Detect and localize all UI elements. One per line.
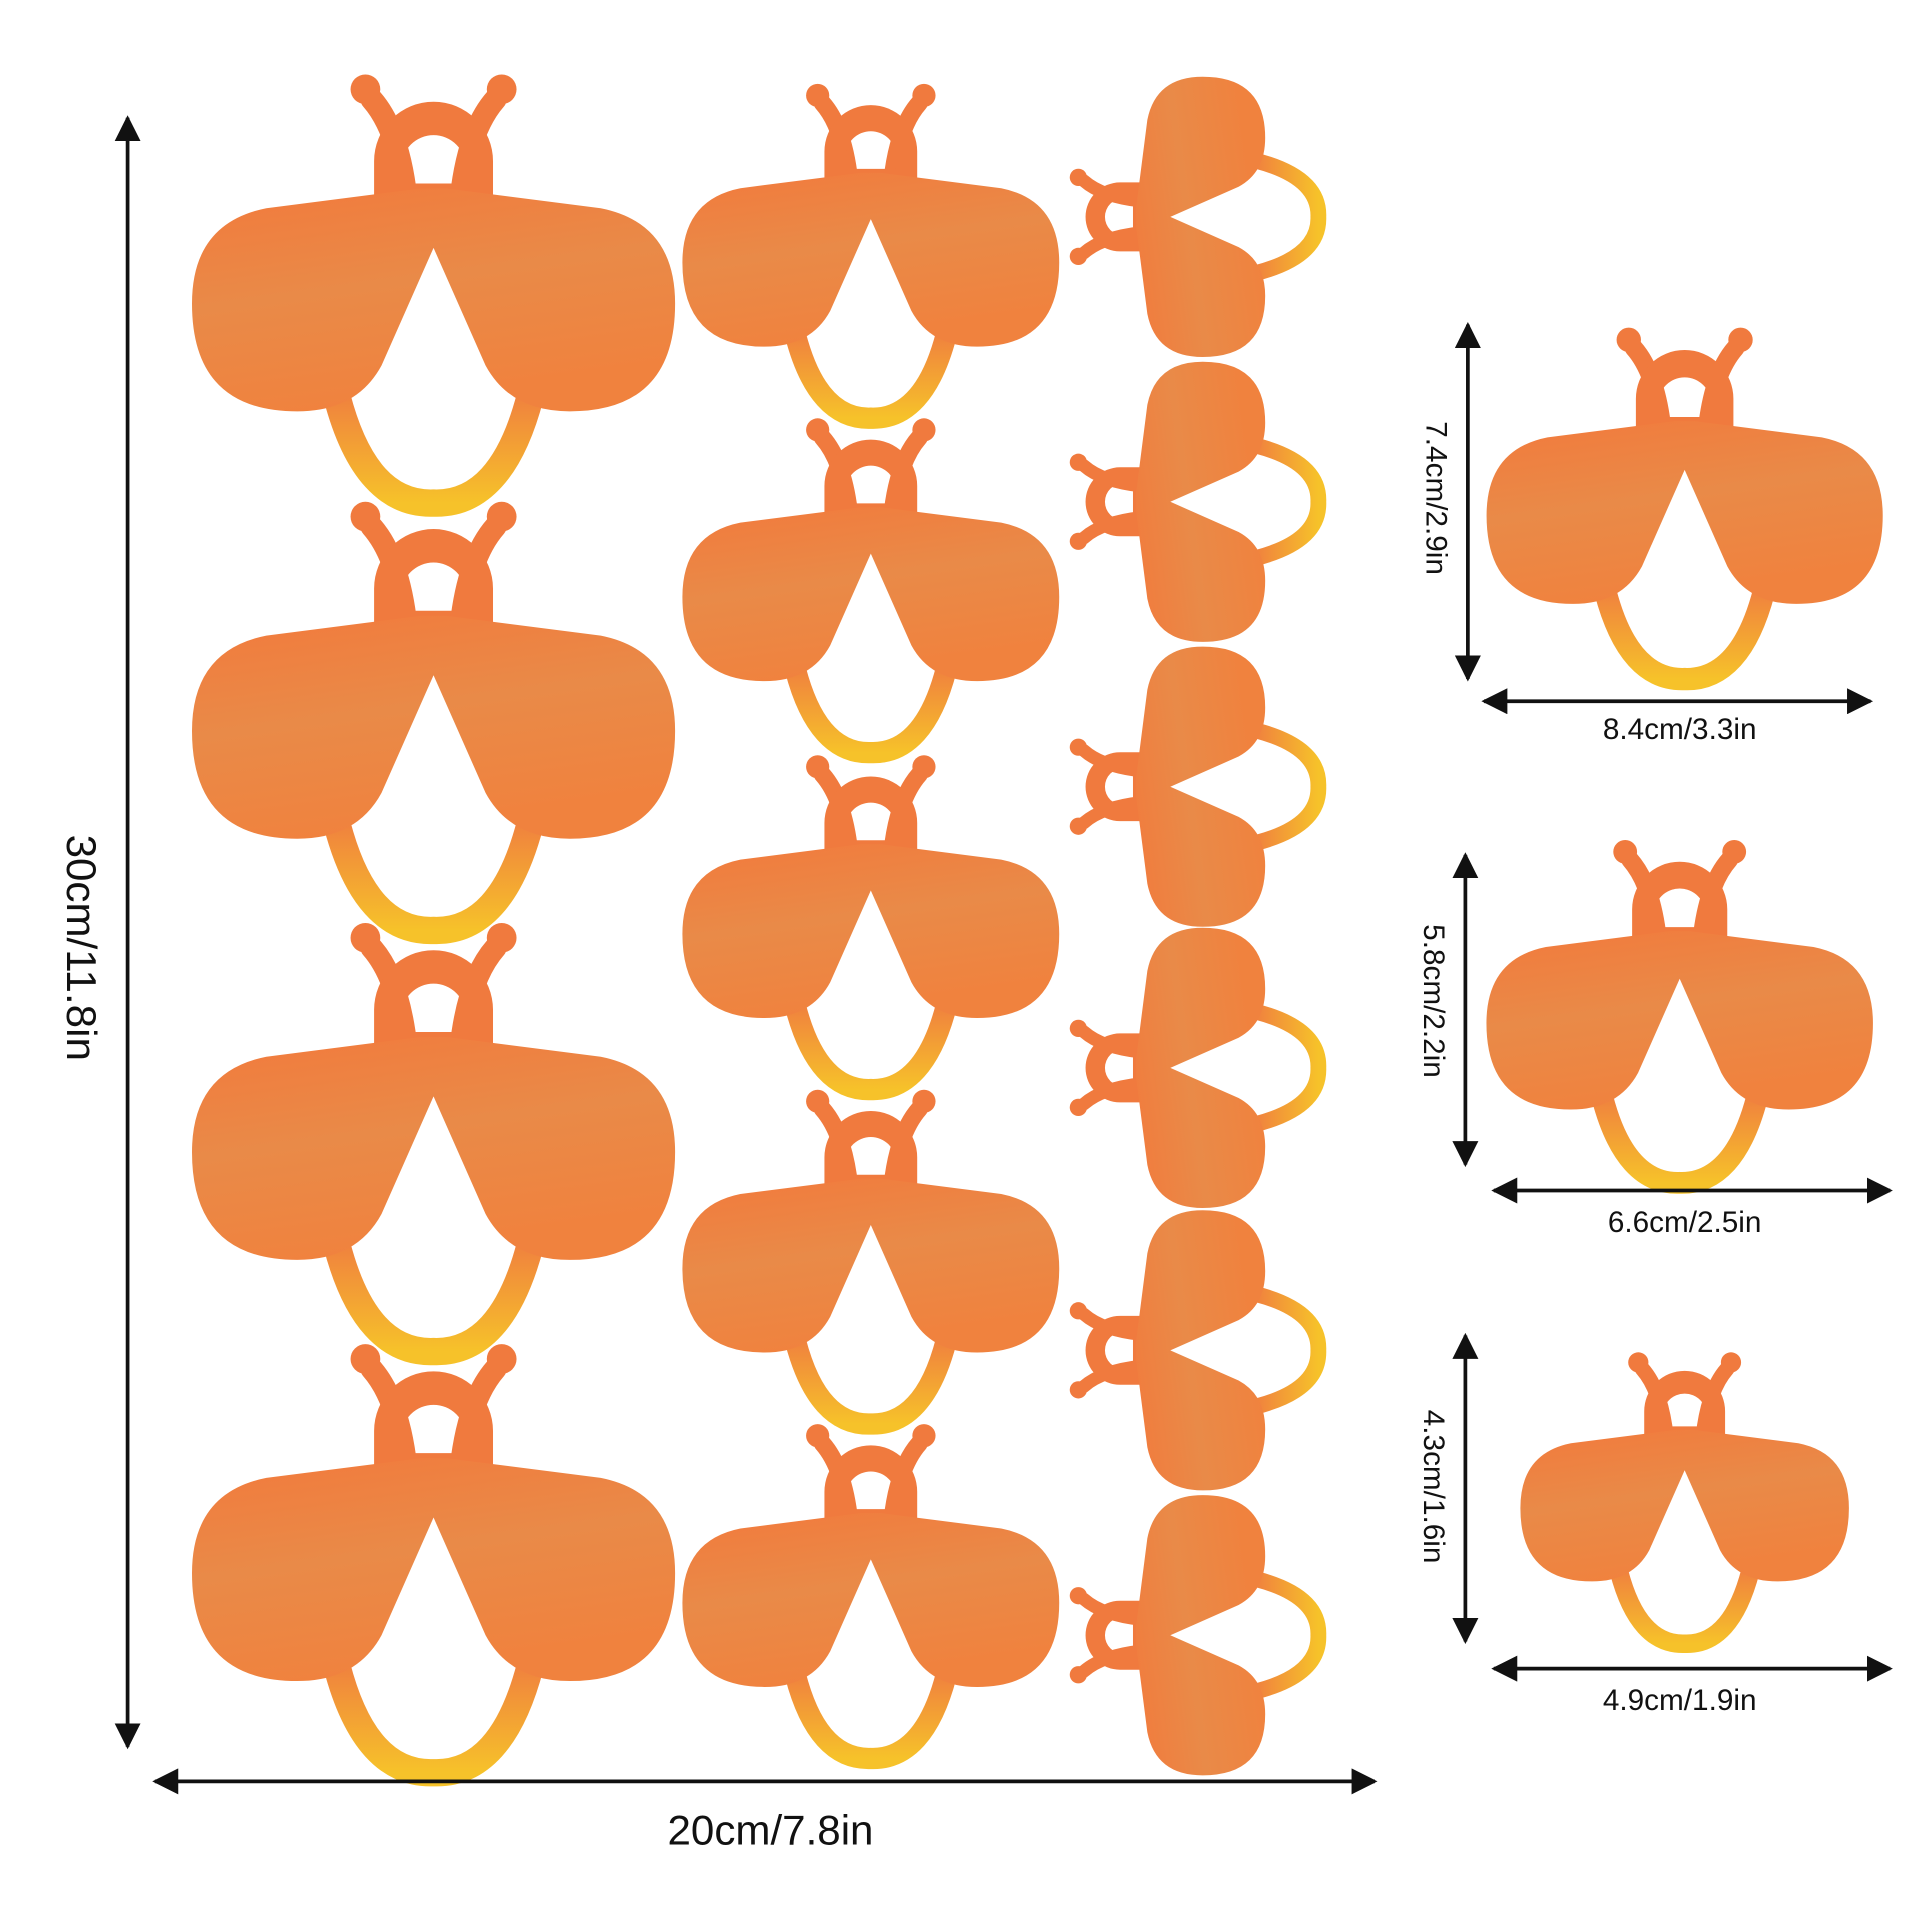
size-height-label: 5.8cm/2.2in <box>1417 924 1450 1078</box>
bee-sticker-medium <box>682 1090 1059 1424</box>
bee-sticker-large <box>192 1344 675 1773</box>
bee-sticker-medium <box>682 84 1059 418</box>
sheet-height-label: 30cm/11.8in <box>58 835 105 1061</box>
sheet-width-label: 20cm/7.8in <box>667 1807 873 1854</box>
bee-size-sample <box>1487 328 1883 679</box>
bee-size-sample <box>1520 1352 1849 1643</box>
bee-sticker-large <box>192 923 675 1352</box>
bee-sticker-small <box>1070 362 1319 642</box>
bee-sticker-medium <box>682 1424 1059 1758</box>
bee-sticker-small <box>1070 77 1319 357</box>
bee-sticker-medium <box>682 755 1059 1089</box>
size-height-label: 7.4cm/2.9in <box>1420 421 1453 575</box>
size-width-label: 8.4cm/3.3in <box>1603 713 1757 746</box>
size-width-label: 6.6cm/2.5in <box>1608 1206 1762 1239</box>
bee-sticker-medium <box>682 418 1059 752</box>
bee-sticker-large <box>192 74 675 503</box>
bee-size-sample <box>1486 840 1872 1183</box>
bee-sticker-large <box>192 502 675 931</box>
bee-sticker-small <box>1070 928 1319 1208</box>
bee-sticker-small <box>1070 1210 1319 1490</box>
size-height-label: 4.3cm/1.6in <box>1417 1410 1450 1564</box>
bee-sticker-small <box>1070 1495 1319 1775</box>
size-width-label: 4.9cm/1.9in <box>1603 1684 1757 1717</box>
bee-sticker-small <box>1070 647 1319 927</box>
